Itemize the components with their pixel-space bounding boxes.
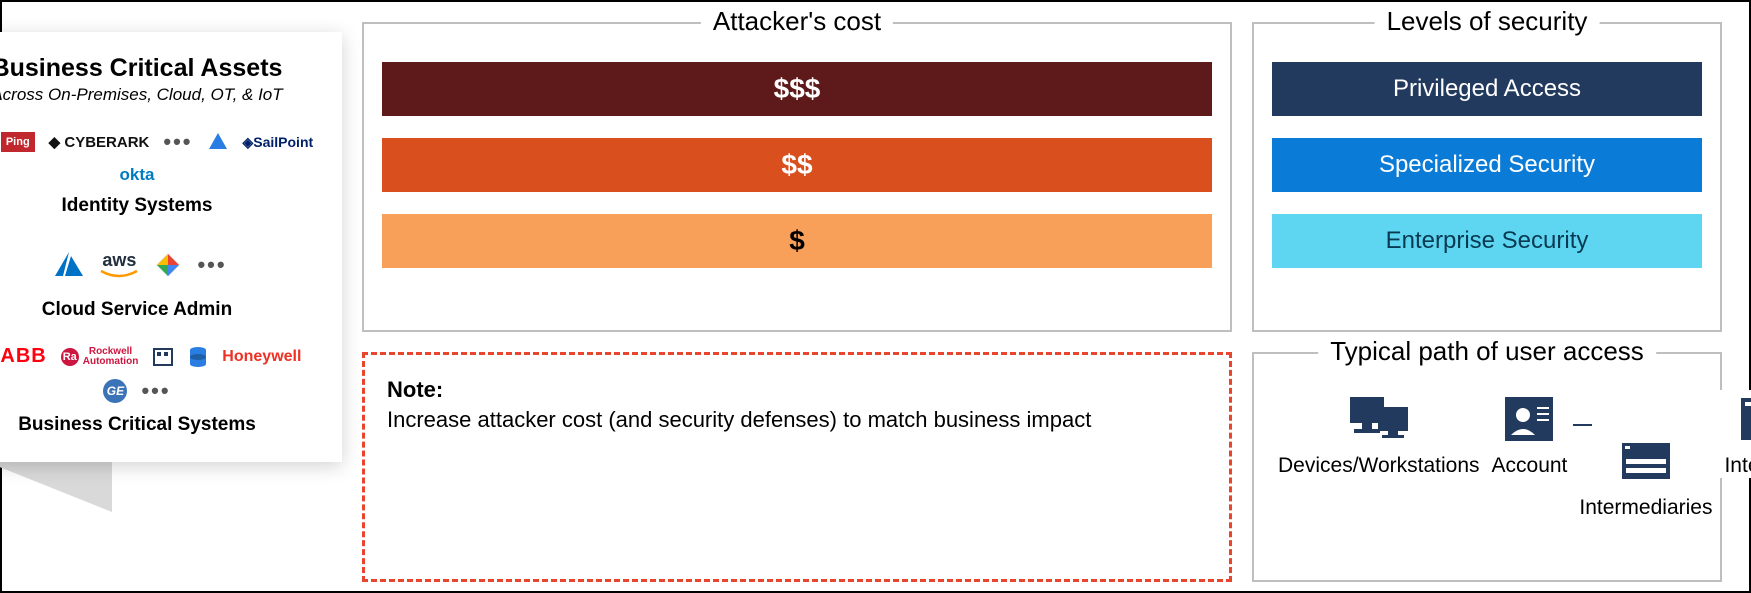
db-icon bbox=[188, 346, 208, 368]
gcp-icon bbox=[153, 250, 183, 280]
security-levels-title: Levels of security bbox=[1375, 6, 1600, 37]
aws-icon: aws bbox=[99, 251, 139, 279]
path-devices-label: Devices/Workstations bbox=[1278, 454, 1480, 478]
ge-icon: GE bbox=[103, 379, 127, 403]
intermediaries-icon bbox=[1609, 432, 1683, 490]
ping-icon: Ping bbox=[1, 132, 35, 152]
attacker-cost-panel: Attacker's cost $$$$$$ bbox=[362, 22, 1232, 332]
assets-card: Business Critical Assets Across On-Premi… bbox=[0, 32, 342, 462]
security-level-bar: Specialized Security bbox=[1272, 138, 1702, 192]
note-box: Note: Increase attacker cost (and securi… bbox=[362, 352, 1232, 582]
azure-icon bbox=[47, 250, 85, 280]
ellipsis-icon: ••• bbox=[141, 378, 170, 404]
path-account: Account bbox=[1486, 390, 1574, 478]
path-devices: Devices/Workstations bbox=[1272, 390, 1486, 478]
group-cloud: aws ••• Cloud Service Admin bbox=[0, 241, 318, 321]
devices-icon bbox=[1342, 390, 1416, 448]
assets-subtitle: Across On-Premises, Cloud, OT, & IoT bbox=[0, 85, 318, 105]
assets-title: Business Critical Assets bbox=[0, 54, 318, 83]
cost-bar: $$ bbox=[382, 138, 1212, 192]
access-path-panel: Typical path of user access bbox=[1252, 352, 1722, 582]
account-icon bbox=[1492, 390, 1566, 448]
note-body: Increase attacker cost (and security def… bbox=[387, 407, 1091, 432]
group-bcs: ◈ ABB Ra RockwellAutomation Honeywell GE… bbox=[0, 345, 318, 436]
okta-icon: okta bbox=[120, 165, 155, 185]
group-cloud-title: Cloud Service Admin bbox=[0, 299, 318, 321]
assets-column: Business Critical Assets Across On-Premi… bbox=[32, 22, 342, 582]
interface-icon bbox=[1728, 390, 1751, 448]
cyberark-icon: ◆ CYBERARK bbox=[49, 133, 150, 151]
path-intermediaries: Intermediaries bbox=[1573, 432, 1718, 520]
group-identity-title: Identity Systems bbox=[0, 195, 318, 217]
security-levels-panel: Levels of security Privileged AccessSpec… bbox=[1252, 22, 1722, 332]
rockwell-icon: Ra RockwellAutomation bbox=[61, 347, 139, 367]
attacker-cost-title: Attacker's cost bbox=[701, 6, 893, 37]
path-account-label: Account bbox=[1492, 454, 1568, 478]
ad-icon bbox=[207, 131, 229, 153]
ellipsis-icon: ••• bbox=[163, 129, 192, 155]
access-path-title: Typical path of user access bbox=[1318, 336, 1656, 367]
plc-icon bbox=[152, 347, 174, 367]
group-bcs-title: Business Critical Systems bbox=[0, 414, 318, 436]
path-interface-label: Interface bbox=[1724, 454, 1751, 478]
honeywell-icon: Honeywell bbox=[222, 348, 301, 366]
security-level-bar: Privileged Access bbox=[1272, 62, 1702, 116]
security-level-bar: Enterprise Security bbox=[1272, 214, 1702, 268]
cost-bar: $ bbox=[382, 214, 1212, 268]
ellipsis-icon: ••• bbox=[197, 252, 226, 278]
sailpoint-icon: ◈SailPoint bbox=[243, 134, 314, 151]
group-identity: Ping ◆ CYBERARK ••• ◈SailPoint okta Iden… bbox=[0, 129, 318, 217]
path-interface: Interface bbox=[1718, 390, 1751, 478]
abb-icon: ABB bbox=[0, 345, 46, 368]
path-intermediaries-label: Intermediaries bbox=[1579, 496, 1712, 520]
cost-bar: $$$ bbox=[382, 62, 1212, 116]
note-heading: Note: bbox=[387, 377, 443, 402]
